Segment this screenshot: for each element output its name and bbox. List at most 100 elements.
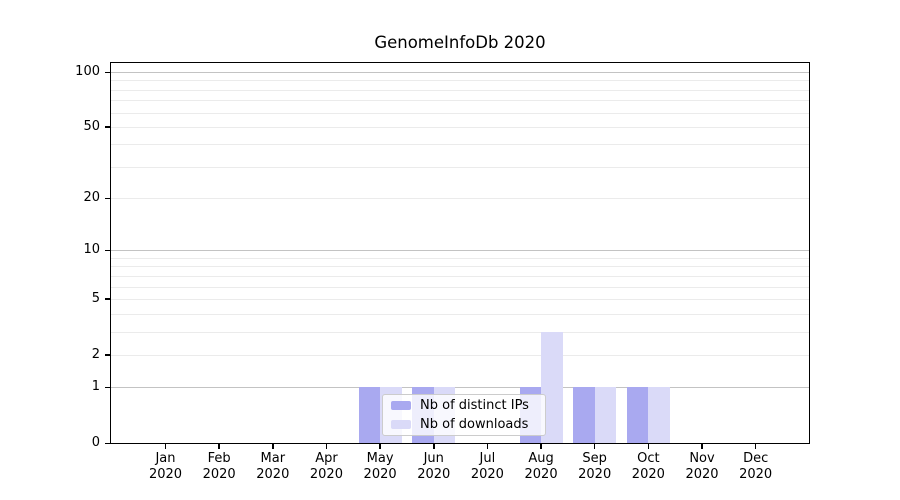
- bar-distinct-ips: [573, 387, 595, 443]
- grid-line-major: [111, 250, 809, 252]
- bar-downloads: [594, 387, 617, 443]
- x-tick-year: 2020: [309, 467, 343, 482]
- x-tick-year: 2020: [578, 467, 612, 482]
- plot-area: Nb of distinct IPs Nb of downloads: [110, 62, 810, 444]
- x-axis-tick: [593, 444, 596, 449]
- y-axis-tick: [105, 71, 110, 74]
- y-axis-tick-label: 20: [83, 190, 100, 206]
- y-axis-tick: [105, 386, 110, 389]
- grid-line-minor: [111, 298, 809, 300]
- x-axis-tick-label: Aug 2020: [511, 451, 571, 483]
- x-tick-month: Sep: [582, 451, 607, 466]
- y-axis-tick-label: 2: [91, 346, 100, 362]
- x-tick-month: May: [366, 451, 394, 466]
- grid-line-minor: [111, 331, 809, 333]
- legend-label-downloads: Nb of downloads: [420, 417, 529, 432]
- y-axis-tick: [105, 126, 110, 128]
- x-axis-tick: [754, 444, 757, 449]
- x-tick-year: 2020: [470, 467, 504, 482]
- x-tick-month: Nov: [689, 451, 715, 466]
- grid-line-minor: [111, 198, 809, 200]
- x-axis-tick: [218, 444, 220, 449]
- y-axis-tick-label: 50: [83, 118, 100, 134]
- grid-line-major: [111, 387, 809, 389]
- legend-item-downloads: Nb of downloads: [391, 417, 537, 432]
- grid-line-minor: [111, 354, 809, 356]
- x-tick-year: 2020: [148, 467, 183, 482]
- x-tick-year: 2020: [202, 467, 236, 482]
- grid-line-major: [111, 72, 809, 74]
- x-tick-year: 2020: [363, 467, 397, 482]
- gridlines-layer: [111, 63, 809, 443]
- x-tick-year: 2020: [631, 467, 665, 482]
- x-tick-month: Mar: [260, 451, 286, 466]
- legend-swatch-downloads: [391, 420, 411, 429]
- x-tick-year: 2020: [739, 467, 773, 482]
- x-tick-year: 2020: [417, 467, 451, 482]
- x-axis-tick: [164, 444, 167, 449]
- x-axis-tick: [272, 444, 274, 449]
- x-axis-tick-label: Apr 2020: [296, 451, 356, 483]
- grid-line-minor: [111, 266, 809, 268]
- legend-label-distinct-ips: Nb of distinct IPs: [420, 398, 529, 413]
- x-axis-tick: [325, 444, 328, 449]
- y-axis-tick-label: 100: [75, 64, 100, 80]
- x-axis-tick-label: Sep 2020: [565, 451, 625, 483]
- x-axis-tick-label: Mar 2020: [243, 451, 303, 483]
- legend-item-distinct-ips: Nb of distinct IPs: [391, 398, 537, 413]
- x-axis-tick-label: May 2020: [350, 451, 410, 483]
- x-axis-tick-label: Jan 2020: [136, 451, 196, 483]
- x-tick-month: Jun: [423, 451, 444, 466]
- grid-line-minor: [111, 275, 809, 277]
- x-tick-year: 2020: [685, 467, 719, 482]
- y-axis-tick-label: 0: [91, 435, 100, 450]
- x-axis-tick-label: Jul 2020: [457, 451, 517, 483]
- x-tick-month: Apr: [315, 451, 338, 466]
- grid-line-minor: [111, 126, 809, 128]
- y-axis-tick: [105, 298, 110, 300]
- grid-line-minor: [111, 89, 809, 91]
- chart-title: GenomeInfoDb 2020: [374, 33, 546, 52]
- x-tick-month: Aug: [528, 451, 554, 466]
- grid-line-minor: [111, 144, 809, 146]
- grid-line-minor: [111, 112, 809, 114]
- legend-swatch-distinct-ips: [391, 401, 411, 410]
- grid-line-minor: [111, 257, 809, 259]
- bar-distinct-ips: [626, 387, 649, 443]
- y-axis-tick: [105, 354, 110, 356]
- legend: Nb of distinct IPs Nb of downloads: [382, 394, 546, 436]
- x-axis-tick-label: Dec 2020: [726, 451, 786, 483]
- x-tick-year: 2020: [256, 467, 290, 482]
- x-tick-month: Feb: [207, 451, 231, 466]
- x-axis-tick: [379, 444, 381, 449]
- x-tick-month: Oct: [637, 451, 660, 466]
- bar-downloads: [648, 387, 670, 443]
- y-axis-tick-label: 5: [91, 290, 100, 306]
- x-tick-month: Jul: [479, 451, 496, 466]
- grid-line-minor: [111, 166, 809, 168]
- x-axis-tick: [486, 444, 489, 449]
- grid-line-minor: [111, 313, 809, 315]
- y-axis-tick: [105, 442, 110, 444]
- x-axis-tick-label: Feb 2020: [189, 451, 249, 483]
- x-axis-tick-label: Oct 2020: [618, 451, 678, 483]
- x-axis-tick: [701, 444, 703, 449]
- x-axis-tick: [540, 444, 542, 449]
- x-axis-tick: [647, 444, 650, 449]
- grid-line-minor: [111, 286, 809, 288]
- y-axis-tick-label: 10: [83, 242, 100, 258]
- bars-layer: [111, 63, 809, 443]
- grid-line-minor: [111, 80, 809, 82]
- x-tick-year: 2020: [524, 467, 558, 482]
- y-axis-tick: [105, 249, 110, 252]
- x-tick-month: Jan: [155, 451, 176, 466]
- y-axis-tick-label: 1: [91, 379, 100, 395]
- x-axis-tick-label: Jun 2020: [404, 451, 464, 483]
- y-axis-tick: [105, 197, 110, 200]
- x-tick-month: Dec: [743, 451, 769, 466]
- grid-line-minor: [111, 100, 809, 102]
- x-axis-tick-label: Nov 2020: [672, 451, 732, 483]
- x-axis-tick: [433, 444, 435, 449]
- bar-distinct-ips: [358, 387, 381, 443]
